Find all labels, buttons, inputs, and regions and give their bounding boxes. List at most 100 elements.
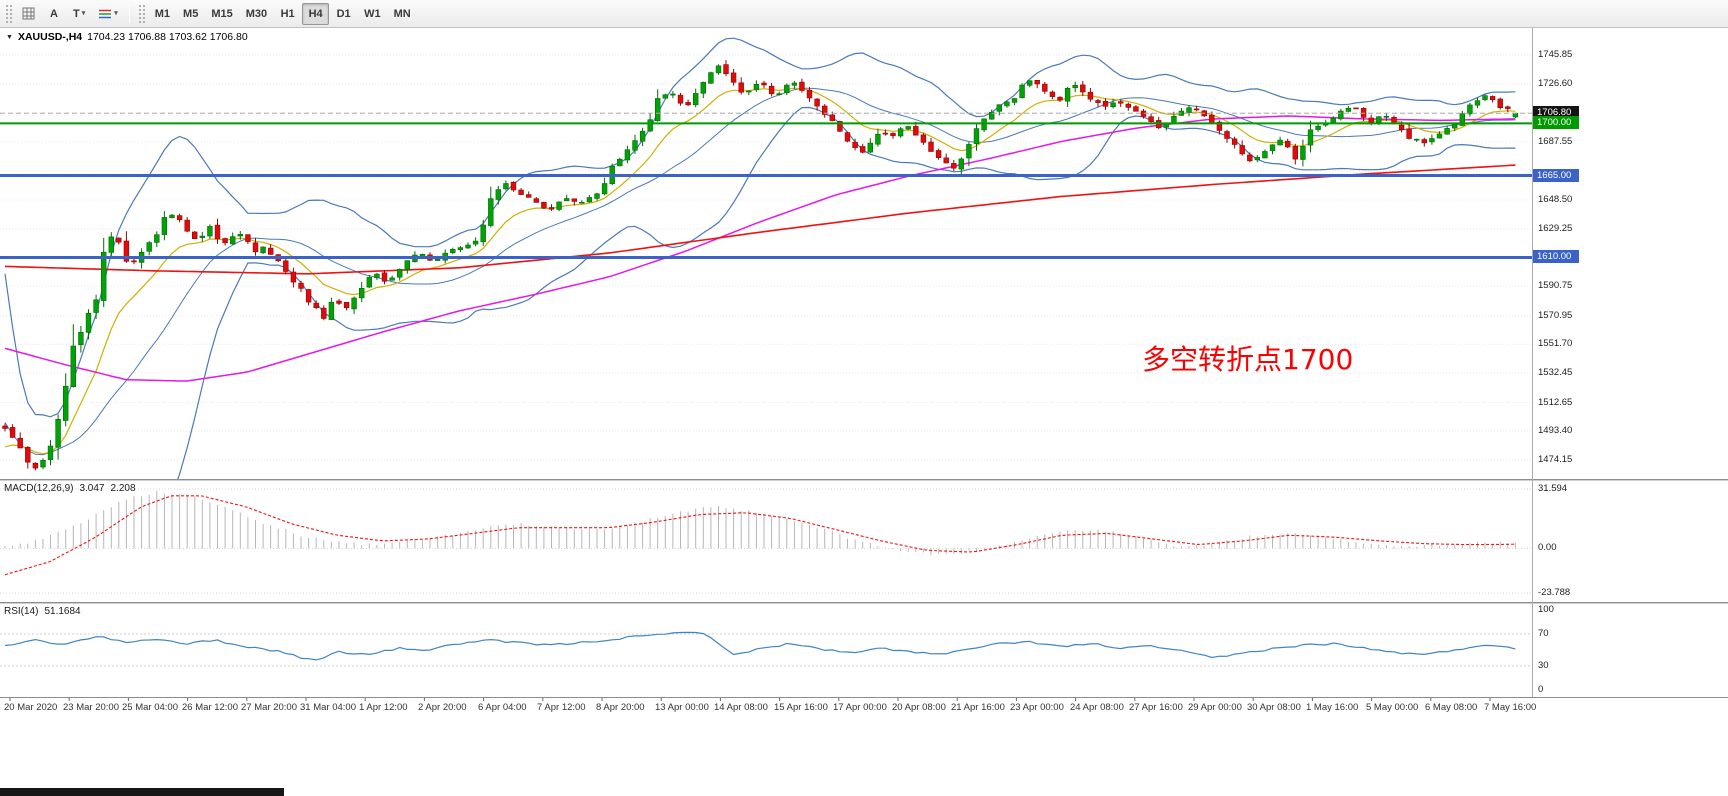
axis-border <box>1532 28 1533 697</box>
chart-grid-button[interactable] <box>16 3 41 25</box>
toolbar-separator <box>128 4 130 23</box>
timeframe-buttons: M1 M5 M15 M30 H1 H4 D1 W1 MN <box>149 2 417 25</box>
caret-down-icon: ▾ <box>114 10 118 17</box>
toolbar: A T ▾ ▾ M1 M5 M15 M30 H1 H4 D1 W1 MN <box>0 0 1728 28</box>
chart-ohlc-values: 1704.23 1706.88 1703.62 1706.80 <box>87 31 248 43</box>
macd-signal-line <box>4 495 1516 576</box>
price-axis[interactable]: 1745.85 1726.60 1687.55 1648.50 1629.25 1590.… <box>1533 0 1728 796</box>
macd-panel[interactable]: MACD(12,26,9) 3.047 2.208 <box>0 481 1532 602</box>
type-tool-label: T <box>73 7 80 20</box>
price-badge: 1706.80 <box>1533 106 1579 119</box>
time-axis-label: 14 Apr 08:00 <box>714 702 768 713</box>
price-badge: 1700.00 <box>1533 116 1579 129</box>
rsi-scale-label: 70 <box>1538 628 1549 639</box>
macd-gridlines <box>0 488 1532 594</box>
panel-splitter[interactable] <box>0 479 1728 481</box>
price-axis-label: 1570.95 <box>1538 310 1573 321</box>
panel-splitter[interactable] <box>0 602 1728 604</box>
taskbar-fragment <box>0 788 284 796</box>
bollinger-bands <box>4 37 1516 479</box>
price-axis-label: 1532.45 <box>1538 367 1573 378</box>
timeframe-button-m30[interactable]: M30 <box>240 3 273 25</box>
timeframe-button-m5[interactable]: M5 <box>177 3 204 25</box>
timeframe-toolbar-grip[interactable] <box>137 3 145 24</box>
macd-value-signal: 2.208 <box>110 483 136 494</box>
line-style-button[interactable]: ▾ <box>92 3 124 25</box>
chart-symbol-period: XAUUSD-,H4 <box>17 31 83 43</box>
rsi-scale-label: 0 <box>1538 684 1544 695</box>
time-axis-label: 15 Apr 16:00 <box>774 702 828 713</box>
time-axis-label: 29 Apr 00:00 <box>1188 702 1242 713</box>
time-axis-label: 5 May 00:00 <box>1366 702 1419 713</box>
caret-down-icon: ▾ <box>81 10 86 17</box>
rsi-panel[interactable]: RSI(14) 51.1684 <box>0 604 1532 697</box>
macd-header: MACD(12,26,9) 3.047 2.208 <box>4 483 136 494</box>
time-axis-label: 8 Apr 20:00 <box>596 702 645 713</box>
timeframe-button-h1[interactable]: H1 <box>274 3 301 25</box>
price-axis-label: 1512.65 <box>1538 397 1573 408</box>
price-axis-label: 1745.85 <box>1538 49 1573 60</box>
price-badge: 1665.00 <box>1533 169 1579 182</box>
macd-scale-label: -23.788 <box>1538 587 1571 598</box>
time-axis-label: 30 Apr 08:00 <box>1247 702 1301 713</box>
grid-icon <box>22 7 35 20</box>
timeframe-button-m15[interactable]: M15 <box>205 3 238 25</box>
time-axis-label: 1 May 16:00 <box>1306 702 1359 713</box>
candlestick-chart <box>0 37 1532 479</box>
time-axis-label: 27 Mar 20:00 <box>241 702 297 713</box>
rsi-gridlines <box>0 633 1532 667</box>
rsi-chart <box>0 631 1532 667</box>
text-tool-button[interactable]: A <box>42 3 66 25</box>
line-style-icon <box>99 9 112 18</box>
macd-value-main: 3.047 <box>79 483 105 494</box>
timeframe-button-d1[interactable]: D1 <box>330 3 357 25</box>
fast-ma-line <box>4 87 1516 455</box>
type-tool-button[interactable]: T ▾ <box>67 3 91 25</box>
main-chart-panel[interactable]: ▼ XAUUSD-,H4 1704.23 1706.88 1703.62 170… <box>0 28 1532 479</box>
time-axis-label: 17 Apr 00:00 <box>833 702 887 713</box>
time-axis-label: 7 May 16:00 <box>1484 702 1537 713</box>
time-axis-label: 27 Apr 16:00 <box>1129 702 1183 713</box>
macd-histogram <box>4 491 1516 556</box>
trend-ma-line <box>4 164 1516 275</box>
rsi-line <box>4 631 1516 661</box>
price-axis-label: 1590.75 <box>1538 280 1573 291</box>
price-axis-label: 1648.50 <box>1538 194 1573 205</box>
timeframe-button-mn[interactable]: MN <box>388 3 417 25</box>
time-axis[interactable]: 20 Mar 2020 23 Mar 20:00 25 Mar 04:00 26 Ma… <box>0 697 1728 716</box>
time-axis-label: 31 Mar 04:00 <box>300 702 356 713</box>
price-axis-label: 1493.40 <box>1538 425 1573 436</box>
chart-annotation-text[interactable]: 多空转折点1700 <box>1142 343 1354 376</box>
time-axis-label: 1 Apr 12:00 <box>359 702 408 713</box>
timeframe-button-w1[interactable]: W1 <box>358 3 387 25</box>
time-axis-label: 20 Apr 08:00 <box>892 702 946 713</box>
time-axis-label: 21 Apr 16:00 <box>951 702 1005 713</box>
time-axis-label: 7 Apr 12:00 <box>537 702 586 713</box>
candlesticks <box>2 60 1519 471</box>
slow-ma-line <box>4 115 1516 382</box>
macd-label: MACD(12,26,9) <box>4 483 74 494</box>
rsi-value: 51.1684 <box>44 606 81 617</box>
macd-scale-label: 0.00 <box>1538 542 1557 553</box>
rsi-scale-label: 30 <box>1538 660 1549 671</box>
chart-dropdown-icon[interactable]: ▼ <box>6 33 13 41</box>
rsi-label: RSI(14) <box>4 606 39 617</box>
price-axis-label: 1474.15 <box>1538 454 1573 465</box>
time-axis-label: 23 Apr 00:00 <box>1010 702 1064 713</box>
time-axis-label: 13 Apr 00:00 <box>655 702 709 713</box>
price-axis-label: 1551.70 <box>1538 338 1573 349</box>
time-axis-label: 23 Mar 20:00 <box>63 702 119 713</box>
rsi-header: RSI(14) 51.1684 <box>4 606 81 617</box>
time-axis-label: 20 Mar 2020 <box>4 702 58 713</box>
rsi-scale-label: 100 <box>1538 604 1554 615</box>
timeframe-button-m1[interactable]: M1 <box>149 3 176 25</box>
time-axis-label: 6 May 08:00 <box>1425 702 1478 713</box>
time-axis-label: 25 Mar 04:00 <box>122 702 178 713</box>
timeframe-button-h4[interactable]: H4 <box>302 2 330 25</box>
price-axis-label: 1687.55 <box>1538 136 1573 147</box>
horizontal-line-objects[interactable] <box>0 112 1532 259</box>
price-axis-label: 1726.60 <box>1538 78 1573 89</box>
price-badge: 1610.00 <box>1533 250 1579 263</box>
toolbar-grip[interactable] <box>5 3 12 24</box>
